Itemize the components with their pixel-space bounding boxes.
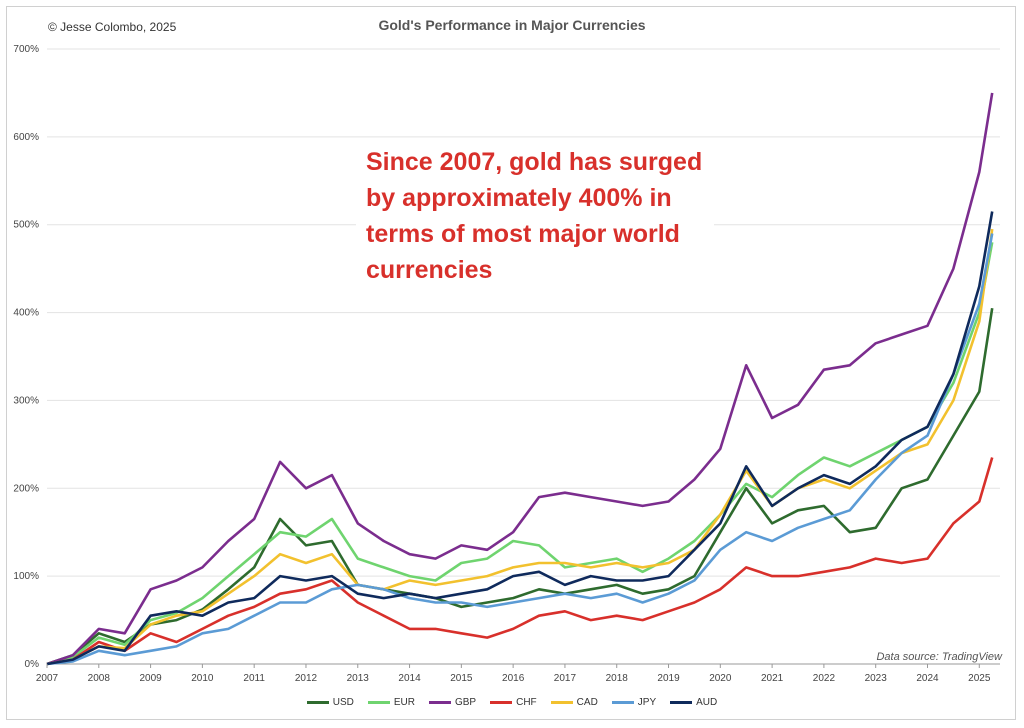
- legend-label: CAD: [576, 697, 598, 708]
- x-tick-label: 2009: [139, 673, 162, 684]
- data-source-note: Data source: TradingView: [876, 651, 1002, 663]
- series-line-cad: [46, 228, 994, 666]
- x-tick-label: 2015: [450, 673, 473, 684]
- legend-label: EUR: [393, 697, 415, 708]
- x-tick-label: 2018: [606, 673, 629, 684]
- x-tick-label: 2025: [968, 673, 991, 684]
- x-tick-label: 2013: [347, 673, 370, 684]
- chart-legend: USD EUR GBP CHF CAD JPY AUD: [0, 697, 1024, 708]
- legend-item-chf: CHF: [490, 697, 537, 708]
- y-tick-label: 0%: [25, 659, 40, 670]
- copyright-credit: © Jesse Colombo, 2025: [48, 20, 177, 34]
- x-tick-label: 2012: [295, 673, 318, 684]
- x-tick-label: 2020: [709, 673, 732, 684]
- legend-label: AUD: [696, 697, 718, 708]
- legend-swatch: [428, 701, 451, 704]
- x-tick-label: 2017: [554, 673, 577, 684]
- legend-item-gbp: GBP: [428, 697, 477, 708]
- legend-swatch: [367, 701, 390, 704]
- legend-swatch: [490, 701, 513, 704]
- x-tick-label: 2024: [916, 673, 939, 684]
- legend-item-usd: USD: [306, 697, 354, 708]
- x-tick-label: 2021: [761, 673, 784, 684]
- x-tick-label: 2019: [657, 673, 680, 684]
- series-line-eur: [46, 242, 994, 666]
- x-tick-label: 2008: [88, 673, 111, 684]
- y-tick-label: 100%: [13, 571, 39, 582]
- legend-label: USD: [332, 697, 354, 708]
- legend-item-eur: EUR: [367, 697, 415, 708]
- y-tick-label: 600%: [13, 132, 39, 143]
- series-line-usd: [46, 308, 994, 666]
- x-tick-label: 2011: [243, 673, 265, 684]
- legend-swatch: [306, 701, 329, 704]
- y-tick-label: 300%: [13, 395, 39, 406]
- series-line-chf: [46, 457, 994, 666]
- legend-swatch: [611, 701, 634, 704]
- legend-label: GBP: [454, 697, 477, 708]
- legend-item-aud: AUD: [670, 697, 717, 708]
- x-tick-label: 2023: [865, 673, 888, 684]
- series-line-jpy: [46, 233, 994, 666]
- legend-swatch: [550, 701, 573, 704]
- x-tick-label: 2007: [36, 673, 59, 684]
- y-tick-label: 700%: [13, 44, 39, 55]
- legend-label: CHF: [516, 697, 537, 708]
- x-tick-label: 2016: [502, 673, 525, 684]
- legend-item-cad: CAD: [550, 697, 598, 708]
- y-tick-label: 400%: [13, 308, 39, 319]
- x-tick-label: 2022: [813, 673, 836, 684]
- annotation-callout: Since 2007, gold has surged by approxima…: [356, 138, 714, 294]
- chart-title: Gold's Performance in Major Currencies: [378, 17, 646, 33]
- y-tick-label: 500%: [13, 220, 39, 231]
- series-line-aud: [46, 211, 994, 666]
- chart-frame: [6, 6, 1016, 720]
- legend-label: JPY: [637, 697, 657, 708]
- axis-ticks: 0% 100% 200% 300% 400% 500% 600% 700% 2007 2008 20…: [13, 44, 990, 684]
- x-tick-label: 2014: [398, 673, 421, 684]
- series-line-gbp: [46, 92, 994, 666]
- legend-item-jpy: JPY: [611, 697, 657, 708]
- x-tick-label: 2010: [191, 673, 214, 684]
- y-tick-label: 200%: [13, 483, 39, 494]
- legend-swatch: [670, 701, 693, 704]
- series-lines: [46, 92, 994, 666]
